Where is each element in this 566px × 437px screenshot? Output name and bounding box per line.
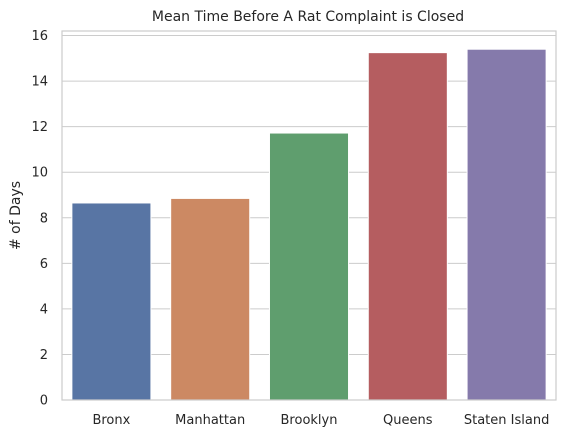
- y-tick-label: 12: [31, 120, 48, 135]
- y-tick-label: 10: [31, 166, 48, 181]
- bar-queens: [368, 53, 447, 400]
- x-tick-label: Bronx: [92, 413, 130, 428]
- x-tick-labels: Bronx Manhattan Brooklyn Queens Staten Islan…: [92, 413, 549, 428]
- bar-brooklyn: [269, 133, 348, 400]
- bar-manhattan: [171, 198, 250, 400]
- y-tick-label: 16: [31, 29, 48, 44]
- y-tick-label: 14: [31, 75, 48, 90]
- chart-title: Mean Time Before A Rat Complaint is Clos…: [152, 9, 464, 25]
- y-tick-labels: 0 2 4 6 8 10 12 14 16: [31, 29, 48, 408]
- y-tick-label: 6: [40, 257, 48, 272]
- bars: [72, 49, 546, 400]
- x-tick-label: Brooklyn: [281, 413, 338, 428]
- y-axis-label: # of Days: [8, 181, 24, 250]
- y-tick-label: 2: [40, 348, 48, 363]
- bar-bronx: [72, 203, 151, 400]
- bar-staten-island: [467, 49, 546, 400]
- y-tick-label: 8: [40, 211, 48, 226]
- x-tick-label: Manhattan: [175, 413, 245, 428]
- y-tick-label: 0: [40, 394, 48, 409]
- x-tick-label: Queens: [383, 413, 433, 428]
- x-tick-label: Staten Island: [464, 413, 549, 428]
- y-tick-label: 4: [40, 302, 48, 317]
